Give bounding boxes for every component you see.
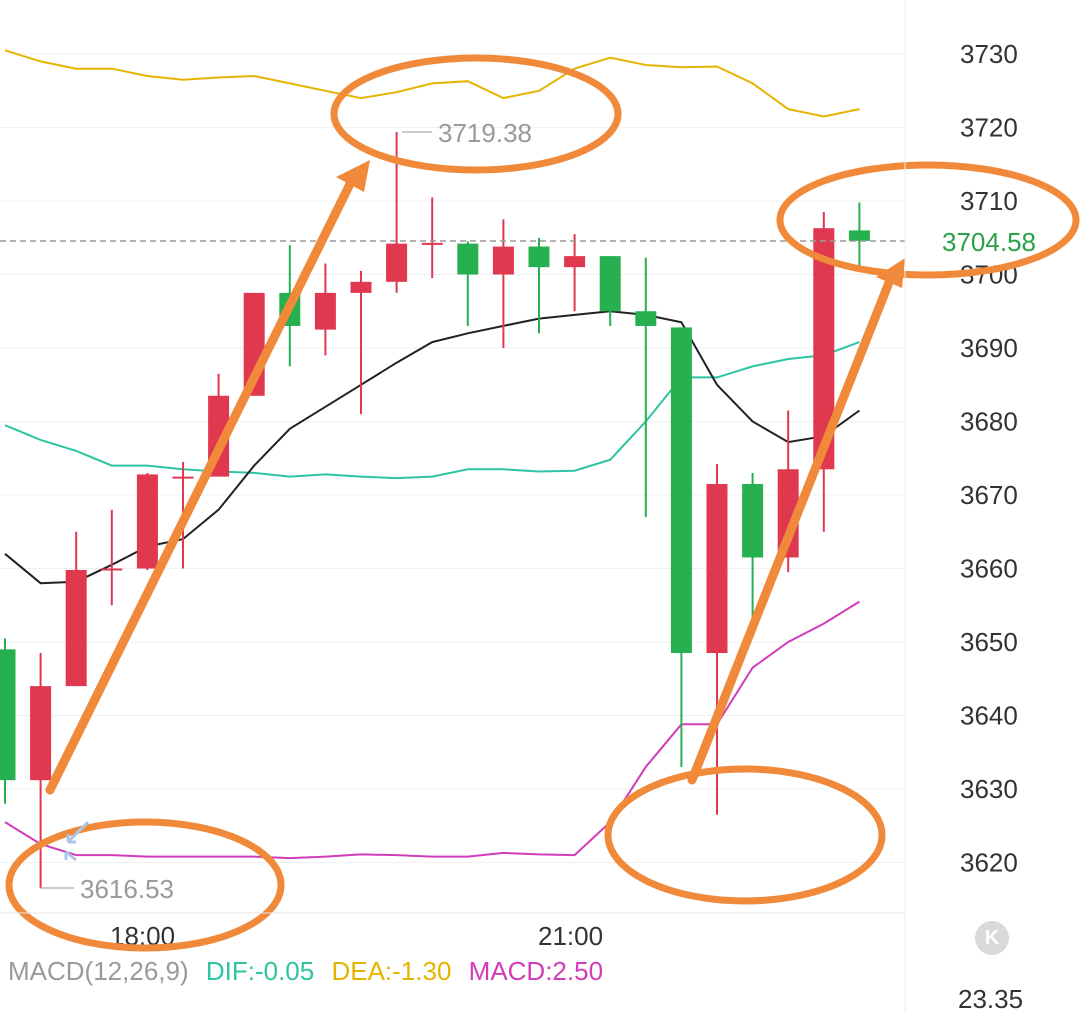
y-tick-label: 3620	[960, 848, 1018, 878]
y-tick-label: 3670	[960, 480, 1018, 510]
right-ellipse	[776, 161, 1080, 279]
kline-button[interactable]: K	[975, 921, 1009, 955]
candle	[30, 653, 52, 889]
candle-body	[564, 256, 586, 268]
candle-body	[528, 246, 550, 268]
candle	[635, 257, 657, 518]
candle-body	[457, 243, 479, 275]
candle-body	[386, 243, 408, 282]
y-tick-label: 3690	[960, 333, 1018, 363]
macd-value: MACD:2.50	[468, 956, 604, 986]
candle	[350, 270, 372, 415]
low-label: 3616.53	[80, 874, 174, 904]
candle-body	[670, 327, 692, 654]
hand-drawn-overlay	[5, 54, 1080, 952]
macd-dif: DIF:-0.05	[205, 956, 315, 986]
candle-body	[350, 281, 372, 293]
candle-body	[0, 649, 16, 781]
arrow-up-left-line	[45, 175, 357, 795]
candle-body	[813, 228, 835, 470]
candle-body	[65, 569, 87, 687]
macd-axis-value: 23.35	[958, 984, 1024, 1014]
crosshair-icon	[64, 820, 90, 862]
candle	[706, 464, 728, 815]
low-ellipse	[5, 818, 285, 952]
candle	[528, 237, 550, 334]
candle-body	[136, 474, 158, 569]
candle	[813, 212, 835, 532]
candle	[564, 234, 586, 312]
candle	[101, 509, 123, 606]
y-tick-label: 3650	[960, 627, 1018, 657]
candle-body	[706, 483, 728, 654]
y-tick-label: 3710	[960, 186, 1018, 216]
candle-body	[172, 476, 194, 479]
upper-band-line	[4, 49, 860, 118]
candle	[421, 197, 443, 279]
candle	[492, 219, 514, 348]
candles	[0, 132, 870, 889]
macd-indicator-bar: MACD(12,26,9) DIF:-0.05 DEA:-1.30 MACD:2…	[8, 956, 613, 987]
macd-dea: DEA:-1.30	[331, 956, 452, 986]
candle-body	[635, 311, 657, 326]
y-tick-label: 3630	[960, 774, 1018, 804]
grid-lines	[0, 53, 905, 863]
current-price-bg	[906, 222, 1056, 260]
annotations: 3719.38 3616.53 3704.58	[0, 118, 1056, 904]
y-tick-label: 3680	[960, 407, 1018, 437]
arrow-up-right-line	[687, 275, 895, 785]
bottom-ellipse	[604, 765, 886, 905]
candle-body	[848, 230, 870, 241]
candle-body	[421, 242, 443, 245]
candle	[0, 638, 16, 804]
y-axis: 3730372037103700369036803670366036503640…	[960, 39, 1018, 878]
high-label: 3719.38	[438, 118, 532, 148]
candle	[848, 202, 870, 268]
candle-body	[101, 568, 123, 571]
candle	[457, 241, 479, 326]
high-ellipse	[330, 54, 622, 174]
candle	[65, 531, 87, 687]
candle	[599, 256, 621, 326]
moving-average-line	[4, 310, 860, 585]
current-price-label: 3704.58	[942, 227, 1036, 257]
candle-body	[742, 483, 764, 558]
x-tick-label: 21:00	[538, 921, 603, 951]
candle-body	[599, 256, 621, 312]
candle-body	[314, 292, 336, 330]
arrow-up-right-head	[876, 258, 905, 288]
arrow-up-left-head	[336, 160, 370, 192]
mid-band-line	[4, 341, 860, 480]
candle-body	[30, 686, 52, 781]
candle	[670, 327, 692, 767]
y-tick-label: 3660	[960, 554, 1018, 584]
y-tick-label: 3720	[960, 113, 1018, 143]
bollinger-bands	[4, 49, 860, 860]
candle	[314, 263, 336, 356]
y-tick-label: 3640	[960, 701, 1018, 731]
candle-body	[492, 246, 514, 275]
macd-title: MACD(12,26,9)	[8, 956, 189, 986]
candle	[136, 472, 158, 570]
y-tick-label: 3730	[960, 39, 1018, 69]
candle	[742, 472, 764, 620]
